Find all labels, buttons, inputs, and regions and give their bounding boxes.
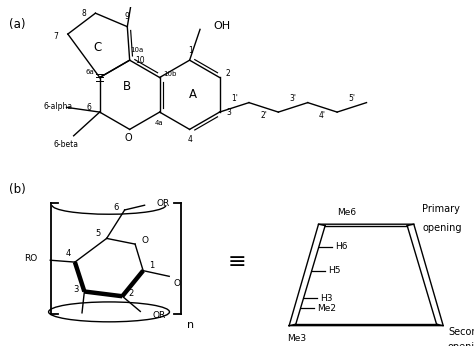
Text: n: n	[187, 320, 194, 330]
Text: C: C	[93, 41, 101, 54]
Text: H3: H3	[320, 294, 332, 303]
Text: Me6: Me6	[337, 208, 356, 217]
Text: 6: 6	[113, 203, 119, 212]
Text: opening: opening	[422, 223, 462, 233]
Text: (b): (b)	[9, 183, 25, 197]
Text: Secondary: Secondary	[448, 327, 474, 337]
Text: 6a: 6a	[86, 69, 95, 75]
Text: 1: 1	[188, 46, 193, 55]
Text: A: A	[190, 88, 197, 101]
Text: 3: 3	[227, 108, 231, 117]
Text: 1': 1'	[231, 94, 237, 103]
Text: O: O	[173, 280, 180, 289]
Text: 6: 6	[87, 103, 91, 112]
Text: OR: OR	[152, 311, 165, 320]
Text: 2: 2	[128, 289, 134, 298]
Text: 2': 2'	[260, 111, 267, 120]
Text: 4': 4'	[319, 111, 326, 120]
Text: 7: 7	[54, 32, 58, 41]
Text: 3': 3'	[290, 94, 297, 103]
Text: RO: RO	[24, 254, 37, 263]
Text: 5': 5'	[348, 94, 356, 103]
Text: 4: 4	[65, 249, 71, 258]
Text: 10: 10	[135, 56, 145, 65]
Text: OH: OH	[213, 21, 230, 31]
Text: 9: 9	[125, 12, 130, 21]
Text: 4: 4	[187, 135, 192, 144]
Text: opening: opening	[448, 342, 474, 346]
Text: O: O	[125, 134, 133, 143]
Text: ≡: ≡	[228, 252, 246, 272]
Text: OR: OR	[156, 199, 170, 208]
Text: B: B	[123, 80, 131, 93]
Text: 2: 2	[226, 69, 230, 78]
Text: 6-beta: 6-beta	[54, 140, 79, 149]
Text: 10b: 10b	[164, 71, 177, 77]
Text: 4a: 4a	[155, 119, 163, 126]
Text: 8: 8	[81, 9, 86, 18]
Text: Me3: Me3	[287, 334, 306, 343]
Text: 5: 5	[95, 229, 101, 238]
Text: H5: H5	[328, 266, 340, 275]
Text: Primary: Primary	[422, 204, 460, 214]
Text: O: O	[142, 236, 149, 245]
Text: (a): (a)	[9, 18, 25, 30]
Text: Me2: Me2	[317, 304, 336, 313]
Text: 3: 3	[73, 285, 79, 294]
Text: 1: 1	[149, 262, 155, 271]
Text: H6: H6	[335, 242, 347, 251]
Text: 10a: 10a	[130, 47, 144, 53]
Text: 6-alpha: 6-alpha	[44, 102, 73, 111]
